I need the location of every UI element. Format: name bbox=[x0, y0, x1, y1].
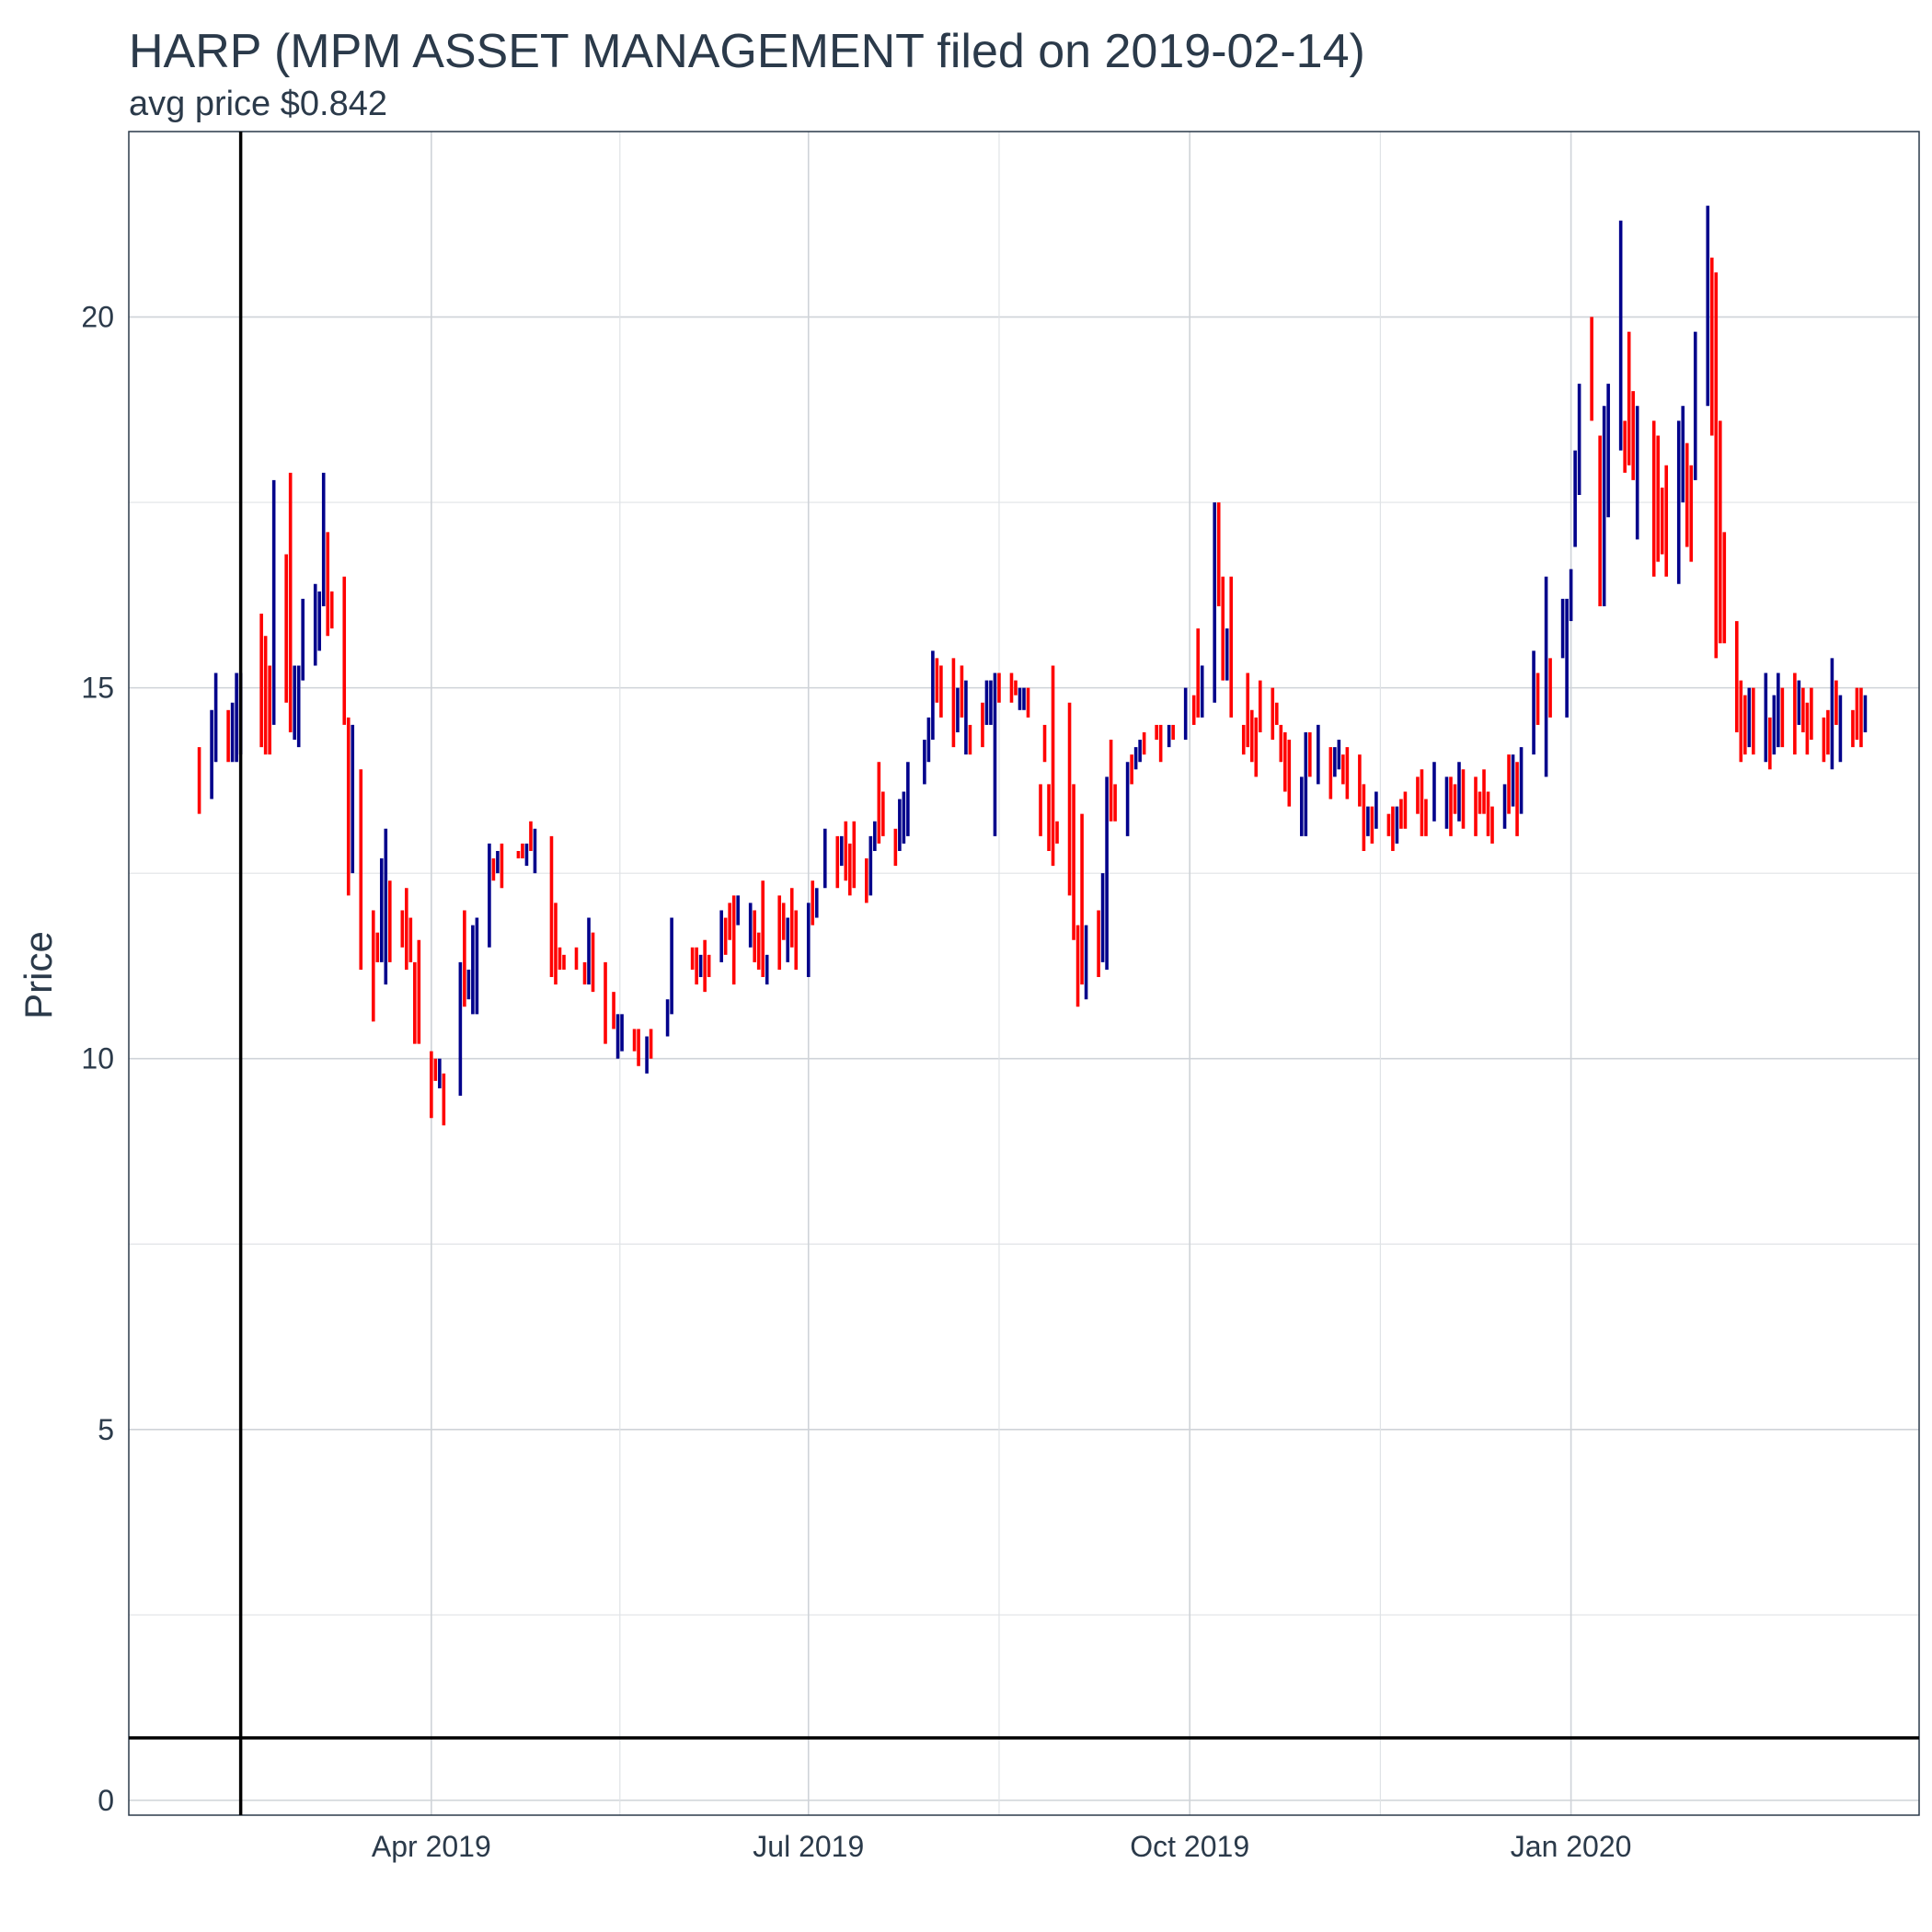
x-tick-label: Jan 2020 bbox=[1511, 1830, 1632, 1863]
x-tick-label: Oct 2019 bbox=[1130, 1830, 1249, 1863]
y-tick-label: 15 bbox=[81, 672, 114, 705]
y-tick-label: 5 bbox=[98, 1413, 114, 1446]
grid-layer bbox=[129, 131, 1919, 1815]
panel-border bbox=[128, 131, 1920, 1816]
candles-layer bbox=[197, 205, 1868, 1126]
y-tick-label: 10 bbox=[81, 1042, 114, 1075]
y-axis-ticks: 0 5 10 15 20 bbox=[81, 301, 114, 1817]
chart-title: HARP (MPM ASSET MANAGEMENT filed on 2019… bbox=[129, 25, 1365, 78]
x-axis-ticks: Apr 2019 Jul 2019 Oct 2019 Jan 2020 bbox=[372, 1830, 1632, 1863]
reference-lines bbox=[129, 132, 1919, 1815]
chart-subtitle: avg price $0.842 bbox=[129, 85, 387, 123]
y-axis-title: Price bbox=[17, 931, 60, 1019]
x-tick-label: Apr 2019 bbox=[372, 1830, 491, 1863]
y-tick-label: 20 bbox=[81, 301, 114, 334]
y-tick-label: 0 bbox=[98, 1784, 114, 1817]
x-tick-label: Jul 2019 bbox=[753, 1830, 864, 1863]
